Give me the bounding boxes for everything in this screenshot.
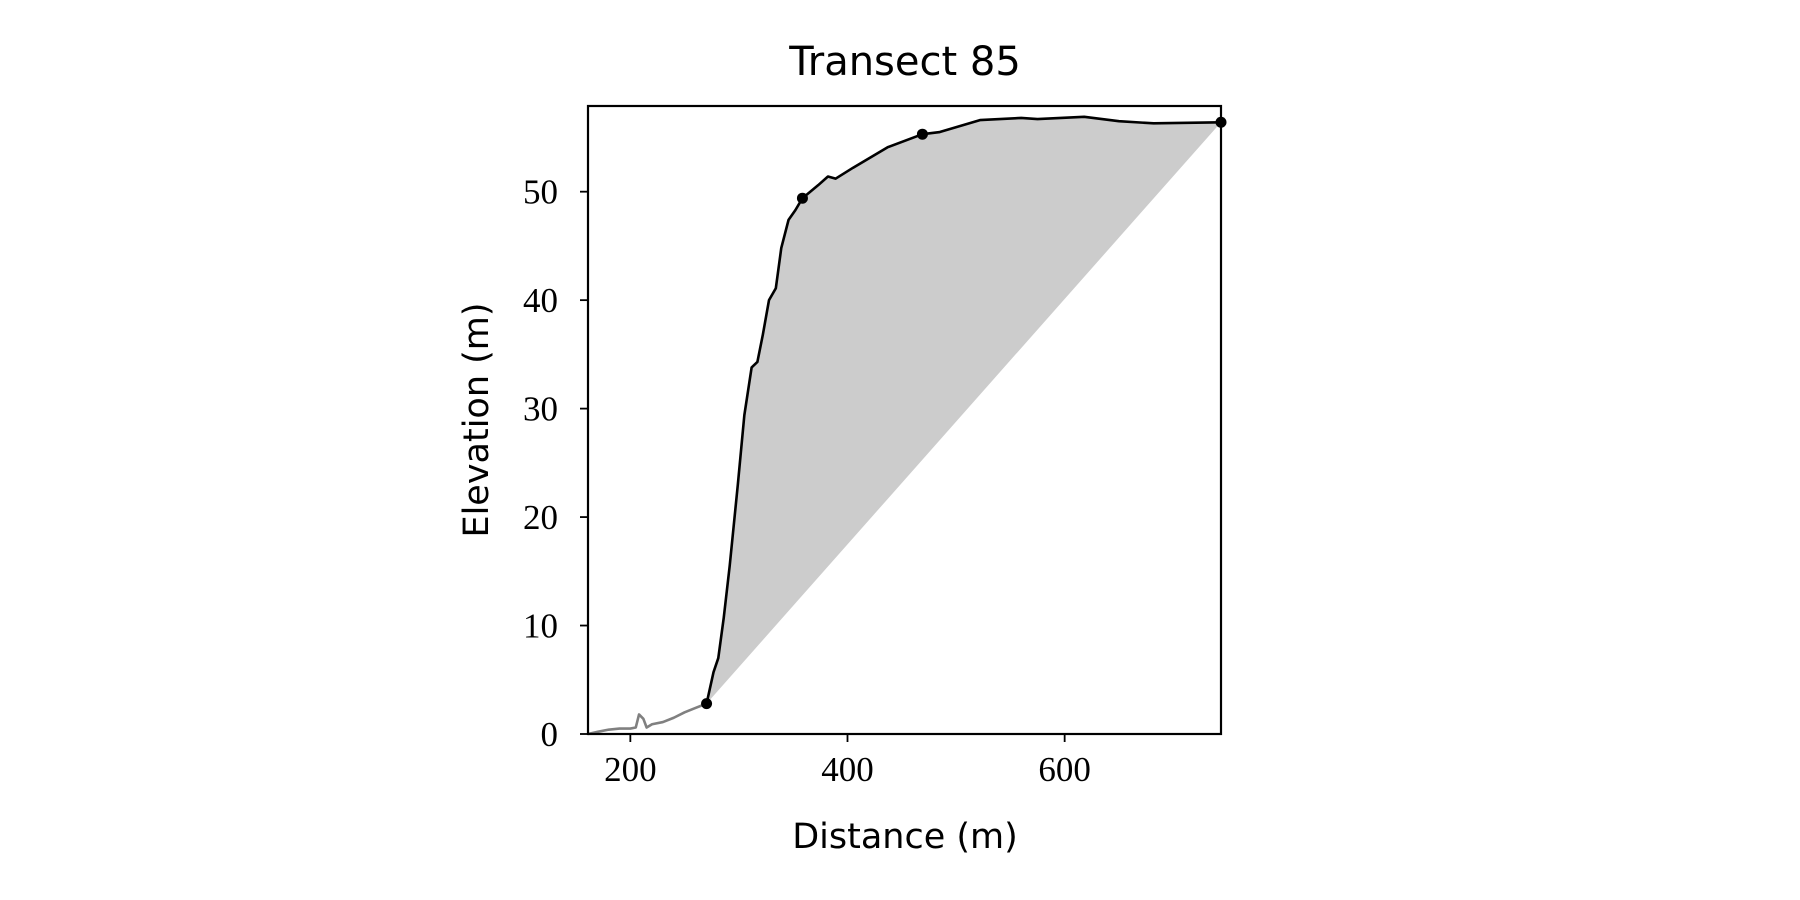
marker xyxy=(916,128,928,140)
y-tick-label: 50 xyxy=(523,173,558,212)
line-series xyxy=(587,702,708,736)
x-tick-label: 200 xyxy=(604,750,657,789)
marker xyxy=(701,698,713,710)
x-tick-label: 400 xyxy=(821,750,874,789)
y-tick-label: 20 xyxy=(523,498,558,537)
marker xyxy=(796,192,808,204)
x-tick-label: 600 xyxy=(1038,750,1091,789)
y-tick-label: 0 xyxy=(541,715,559,754)
x-axis-label: Distance (m) xyxy=(792,817,1018,857)
shaded-area xyxy=(706,116,1221,704)
line-series xyxy=(705,115,1222,704)
chart-title: Transect 85 xyxy=(788,39,1021,85)
y-tick-label: 30 xyxy=(523,390,558,429)
plot-frame xyxy=(586,104,1223,736)
y-tick-label: 10 xyxy=(523,607,558,646)
y-tick-label: 40 xyxy=(523,281,558,320)
y-axis-label: Elevation (m) xyxy=(457,302,497,537)
